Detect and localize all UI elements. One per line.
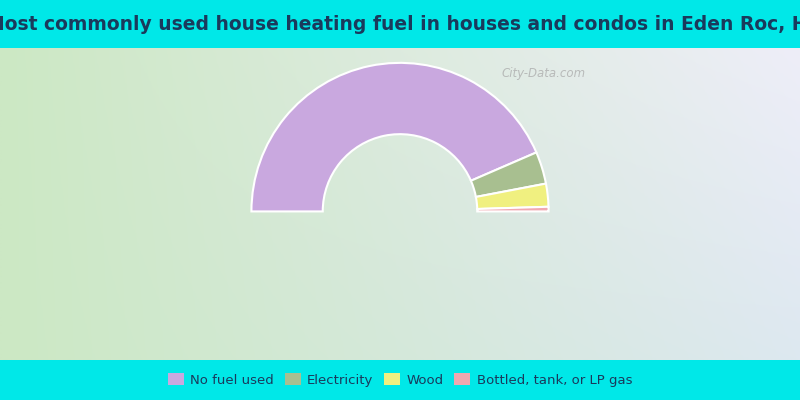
- Wedge shape: [471, 152, 546, 197]
- Wedge shape: [251, 63, 536, 212]
- Wedge shape: [478, 207, 549, 212]
- Wedge shape: [476, 184, 549, 209]
- Text: City-Data.com: City-Data.com: [502, 67, 586, 80]
- Legend: No fuel used, Electricity, Wood, Bottled, tank, or LP gas: No fuel used, Electricity, Wood, Bottled…: [164, 369, 636, 391]
- Text: Most commonly used house heating fuel in houses and condos in Eden Roc, HI: Most commonly used house heating fuel in…: [0, 14, 800, 34]
